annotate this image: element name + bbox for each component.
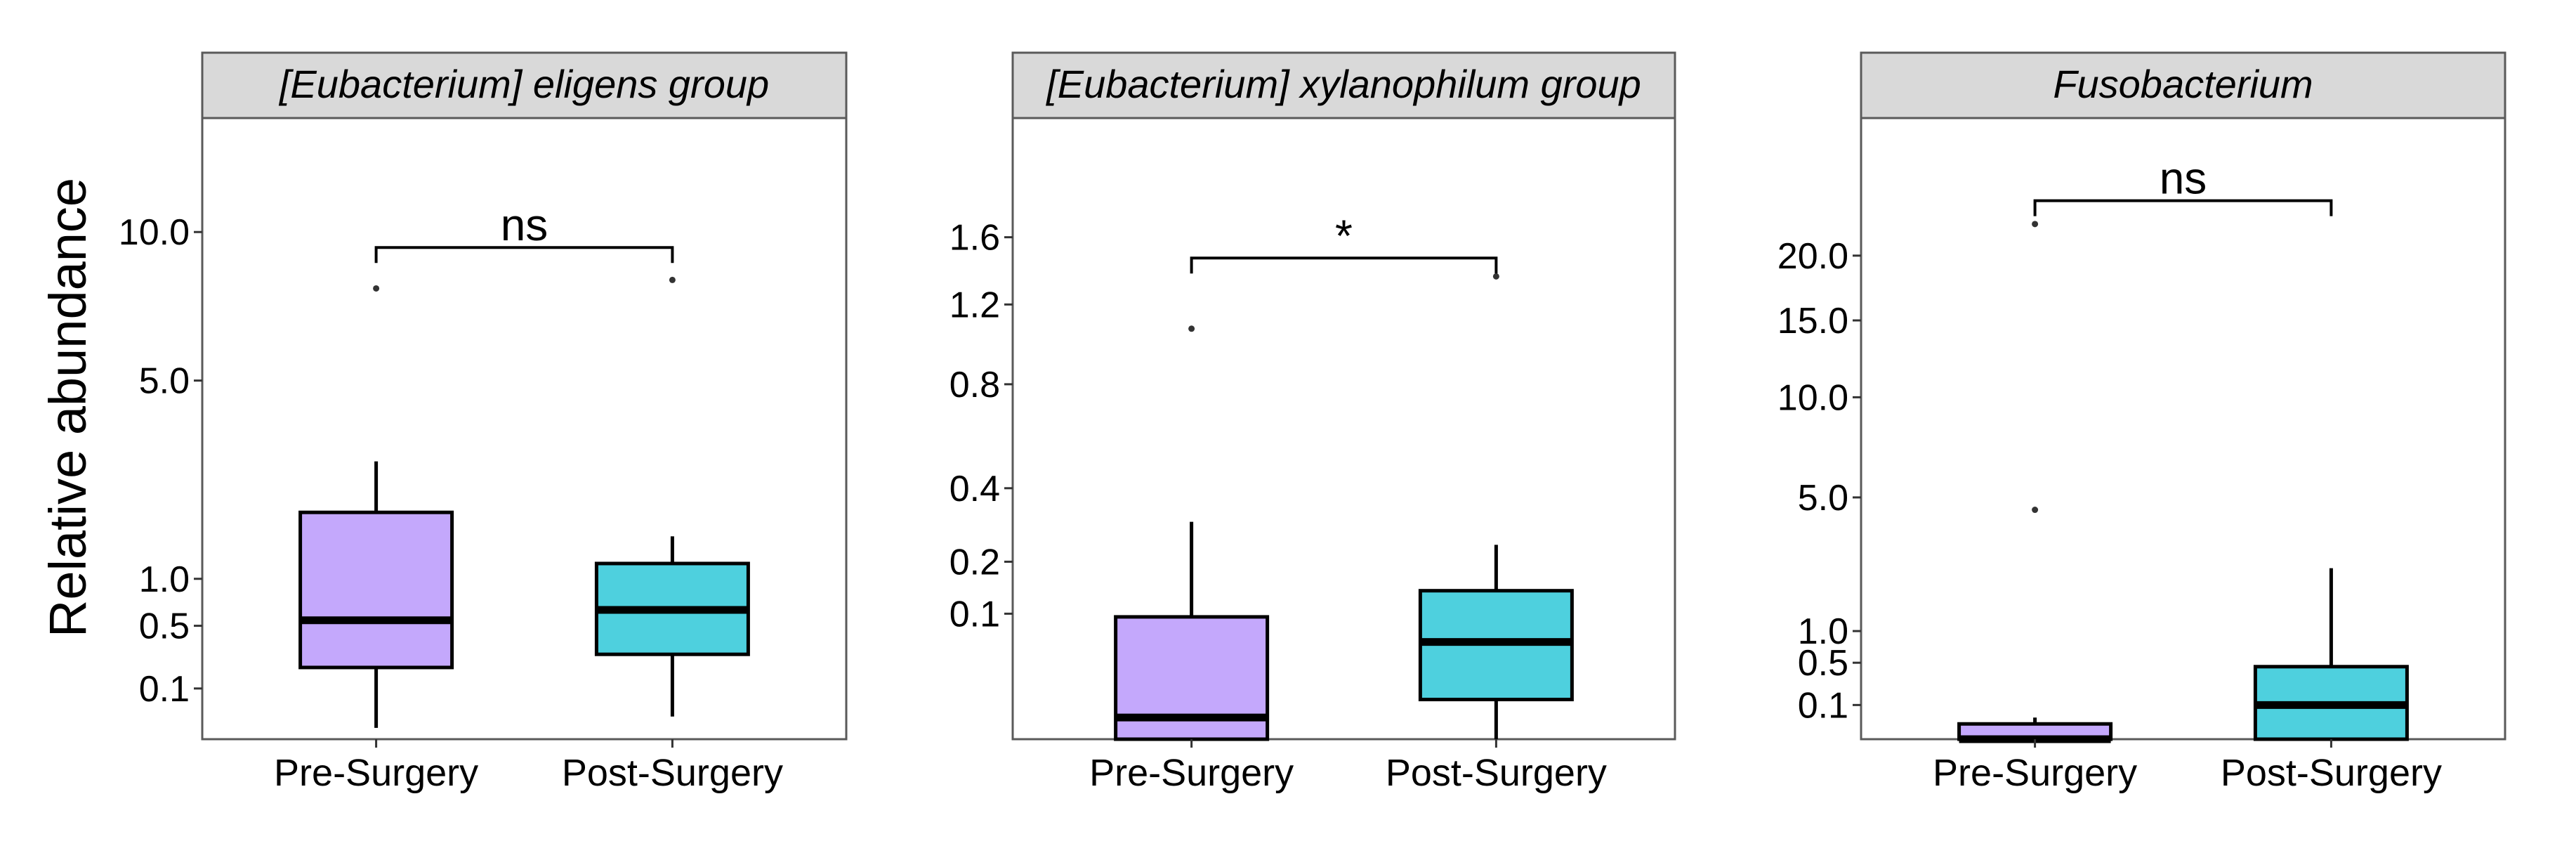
facet-panel: [Eubacterium] eligens group 0.1 0.5 1.0 5.0 1…	[119, 51, 848, 794]
facet-panels: [Eubacterium] eligens group0.10.51.05.01…	[119, 51, 2506, 794]
y-tick-label: 10.0	[119, 212, 190, 253]
significance-bracket: *	[1190, 210, 1498, 274]
y-tick-label: 0.5	[139, 606, 190, 647]
y-tick-label: 0.8	[949, 365, 1000, 405]
y-tick-label: 0.1	[139, 669, 190, 710]
y-axis-label: Relative abundance	[39, 178, 97, 637]
y-tick-label: 5.0	[139, 361, 190, 402]
y-tick-label: 0.4	[949, 469, 1000, 509]
facet-strip	[201, 51, 848, 119]
y-tick-label: 1.0	[1798, 611, 1848, 652]
facet-strip	[1011, 51, 1676, 119]
facet-title: Fusobacterium	[2053, 62, 2313, 106]
plot-frame	[201, 117, 848, 741]
box-post-surgery	[2253, 568, 2409, 741]
y-tick-label: 15.0	[1777, 301, 1848, 341]
y-tick-label: 0.5	[1798, 643, 1848, 684]
box-body	[298, 510, 454, 670]
y-tick-label: 0.2	[949, 542, 1000, 583]
x-category-label: Post-Surgery	[2221, 752, 2442, 794]
y-tick-label: 10.0	[1777, 377, 1848, 418]
x-category-label: Pre-Surgery	[1089, 752, 1294, 794]
facet-title: [Eubacterium] xylanophilum group	[1045, 62, 1641, 106]
significance-label: ns	[2160, 153, 2207, 204]
facet-title: [Eubacterium] eligens group	[278, 62, 769, 106]
significance-label: ns	[501, 200, 548, 250]
significance-label: *	[1335, 210, 1353, 261]
outlier-point	[669, 276, 676, 283]
x-category-label: Post-Surgery	[562, 752, 783, 794]
y-tick-label: 5.0	[1798, 478, 1848, 519]
y-tick-label: 1.2	[949, 285, 1000, 325]
box-post-surgery	[594, 276, 750, 717]
plot-frame	[1860, 117, 2506, 741]
y-tick-label: 0.1	[1798, 685, 1848, 726]
y-tick-label: 0.1	[949, 594, 1000, 634]
box-pre-surgery	[1114, 325, 1270, 741]
significance-bracket: ns	[2032, 153, 2333, 228]
x-category-label: Pre-Surgery	[274, 752, 478, 794]
facet-panel: [Eubacterium] xylanophilum group 0.1 0.2 0.…	[949, 51, 1676, 794]
facet-strip	[1860, 51, 2506, 119]
outlier-point	[1188, 325, 1195, 332]
significance-bracket: ns	[374, 200, 674, 263]
bracket-line	[2033, 199, 2333, 216]
facet-panel: Fusobacterium 0.10.51.0 5.0 10.0 15.0 20.0 Pre…	[1777, 51, 2506, 794]
bracket-line	[1190, 256, 1498, 274]
outlier-point	[2032, 507, 2039, 514]
box-pre-surgery	[1957, 507, 2113, 743]
y-tick-label: 1.6	[949, 218, 1000, 259]
outlier-point	[2032, 221, 2039, 228]
outlier-point	[1492, 273, 1499, 280]
outlier-point	[373, 285, 380, 292]
y-tick-label: 1.0	[139, 559, 190, 600]
box-post-surgery	[1418, 273, 1574, 739]
y-tick-label: 20.0	[1777, 236, 1848, 277]
plot-frame	[1011, 117, 1676, 741]
x-category-label: Pre-Surgery	[1933, 752, 2137, 794]
bracket-line	[374, 246, 674, 263]
x-category-label: Post-Surgery	[1386, 752, 1607, 794]
box-pre-surgery	[298, 285, 454, 728]
